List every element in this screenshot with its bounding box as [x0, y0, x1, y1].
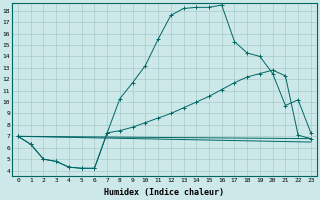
X-axis label: Humidex (Indice chaleur): Humidex (Indice chaleur) [104, 188, 224, 197]
